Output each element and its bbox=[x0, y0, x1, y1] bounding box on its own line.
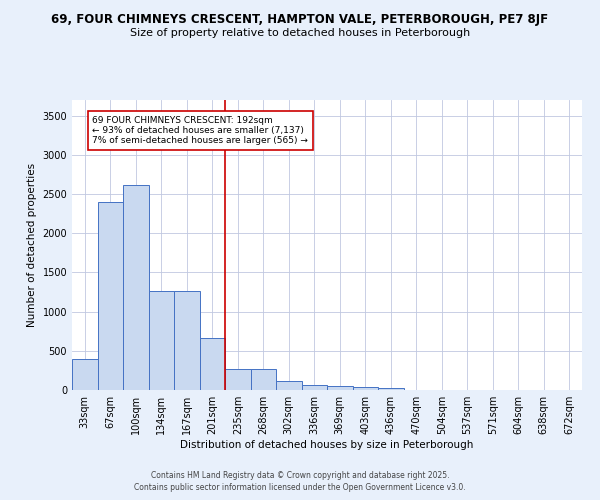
Y-axis label: Number of detached properties: Number of detached properties bbox=[27, 163, 37, 327]
Text: 69, FOUR CHIMNEYS CRESCENT, HAMPTON VALE, PETERBOROUGH, PE7 8JF: 69, FOUR CHIMNEYS CRESCENT, HAMPTON VALE… bbox=[52, 12, 548, 26]
Text: Size of property relative to detached houses in Peterborough: Size of property relative to detached ho… bbox=[130, 28, 470, 38]
Bar bbox=[199, 338, 225, 390]
Bar bbox=[225, 369, 251, 390]
Bar bbox=[302, 385, 327, 390]
Bar bbox=[353, 387, 378, 390]
Bar bbox=[72, 360, 97, 390]
Bar bbox=[174, 291, 199, 390]
Text: 69 FOUR CHIMNEYS CRESCENT: 192sqm
← 93% of detached houses are smaller (7,137)
7: 69 FOUR CHIMNEYS CRESCENT: 192sqm ← 93% … bbox=[92, 116, 308, 146]
Bar bbox=[97, 202, 123, 390]
Text: Contains HM Land Registry data © Crown copyright and database right 2025.: Contains HM Land Registry data © Crown c… bbox=[151, 471, 449, 480]
Bar bbox=[149, 291, 174, 390]
Text: Contains public sector information licensed under the Open Government Licence v3: Contains public sector information licen… bbox=[134, 484, 466, 492]
X-axis label: Distribution of detached houses by size in Peterborough: Distribution of detached houses by size … bbox=[181, 440, 473, 450]
Bar bbox=[251, 369, 276, 390]
Bar bbox=[378, 388, 404, 390]
Bar bbox=[276, 382, 302, 390]
Bar bbox=[327, 386, 353, 390]
Bar bbox=[123, 184, 149, 390]
